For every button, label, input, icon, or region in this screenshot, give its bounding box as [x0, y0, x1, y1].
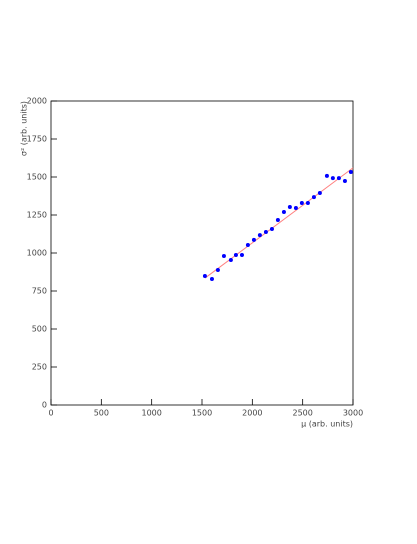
- y-tick-label: 1500: [27, 173, 47, 182]
- x-tick-label: 0: [48, 409, 53, 418]
- y-tick-label: 1250: [27, 211, 47, 220]
- x-tick-label: 3000: [343, 409, 363, 418]
- point: [263, 230, 268, 235]
- point: [293, 206, 298, 211]
- y-axis-label: σ² (arb. units): [20, 101, 29, 156]
- point: [311, 195, 316, 200]
- point: [239, 252, 244, 257]
- point: [336, 176, 341, 181]
- x-tick-label: 2500: [292, 409, 312, 418]
- point: [245, 242, 250, 247]
- point: [269, 226, 274, 231]
- y-tick-label: 250: [32, 363, 47, 372]
- point: [299, 200, 304, 205]
- point: [202, 273, 207, 278]
- y-tick-label: 500: [32, 325, 47, 334]
- point: [228, 257, 233, 262]
- fit-line: [204, 167, 354, 279]
- point: [257, 233, 262, 238]
- point: [287, 204, 292, 209]
- y-tick-label: 0: [42, 401, 47, 410]
- point: [275, 218, 280, 223]
- point: [215, 268, 220, 273]
- x-tick-label: 2000: [242, 409, 262, 418]
- point: [281, 209, 286, 214]
- point: [348, 169, 353, 174]
- point: [209, 276, 214, 281]
- y-tick-label: 2000: [27, 97, 47, 106]
- x-tick-label: 1500: [192, 409, 212, 418]
- point: [317, 190, 322, 195]
- y-tick-label: 1750: [27, 135, 47, 144]
- x-axis-label: μ (arb. units): [301, 420, 353, 429]
- point: [233, 252, 238, 257]
- point: [324, 173, 329, 178]
- point: [342, 178, 347, 183]
- y-tick-label: 1000: [27, 249, 47, 258]
- point: [305, 200, 310, 205]
- y-tick-label: 750: [32, 287, 47, 296]
- point: [251, 237, 256, 242]
- point: [221, 254, 226, 259]
- x-tick-label: 1000: [141, 409, 161, 418]
- point: [330, 176, 335, 181]
- x-tick-label: 500: [94, 409, 109, 418]
- plot-frame: [50, 100, 354, 406]
